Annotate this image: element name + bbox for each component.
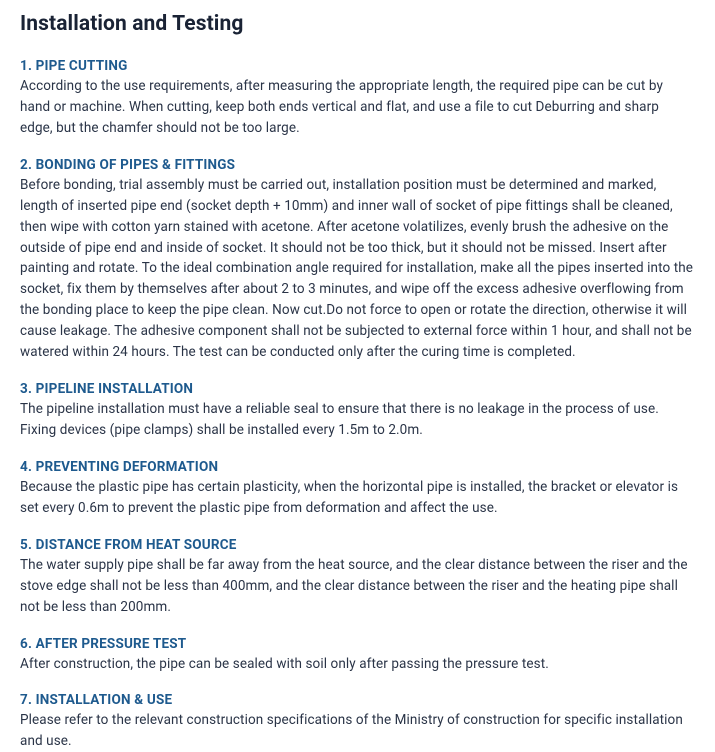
section-6: 6. AFTER PRESSURE TEST After constructio… <box>20 636 695 675</box>
section-heading: 6. AFTER PRESSURE TEST <box>20 636 695 652</box>
section-body: After construction, the pipe can be seal… <box>20 654 695 675</box>
section-body: Because the plastic pipe has certain pla… <box>20 477 695 519</box>
section-body: The pipeline installation must have a re… <box>20 399 695 441</box>
section-4: 4. PREVENTING DEFORMATION Because the pl… <box>20 459 695 519</box>
section-2: 2. BONDING OF PIPES & FITTINGS Before bo… <box>20 157 695 363</box>
section-body: Please refer to the relevant constructio… <box>20 710 695 752</box>
page-title: Installation and Testing <box>20 12 695 36</box>
section-body: According to the use requirements, after… <box>20 76 695 139</box>
section-7: 7. INSTALLATION & USE Please refer to th… <box>20 692 695 752</box>
section-5: 5. DISTANCE FROM HEAT SOURCE The water s… <box>20 537 695 618</box>
section-body: Before bonding, trial assembly must be c… <box>20 175 695 363</box>
section-heading: 7. INSTALLATION & USE <box>20 692 695 708</box>
section-heading: 4. PREVENTING DEFORMATION <box>20 459 695 475</box>
section-heading: 1. PIPE CUTTING <box>20 58 695 74</box>
section-heading: 3. PIPELINE INSTALLATION <box>20 381 695 397</box>
section-3: 3. PIPELINE INSTALLATION The pipeline in… <box>20 381 695 441</box>
section-body: The water supply pipe shall be far away … <box>20 555 695 618</box>
section-heading: 5. DISTANCE FROM HEAT SOURCE <box>20 537 695 553</box>
section-heading: 2. BONDING OF PIPES & FITTINGS <box>20 157 695 173</box>
section-1: 1. PIPE CUTTING According to the use req… <box>20 58 695 139</box>
